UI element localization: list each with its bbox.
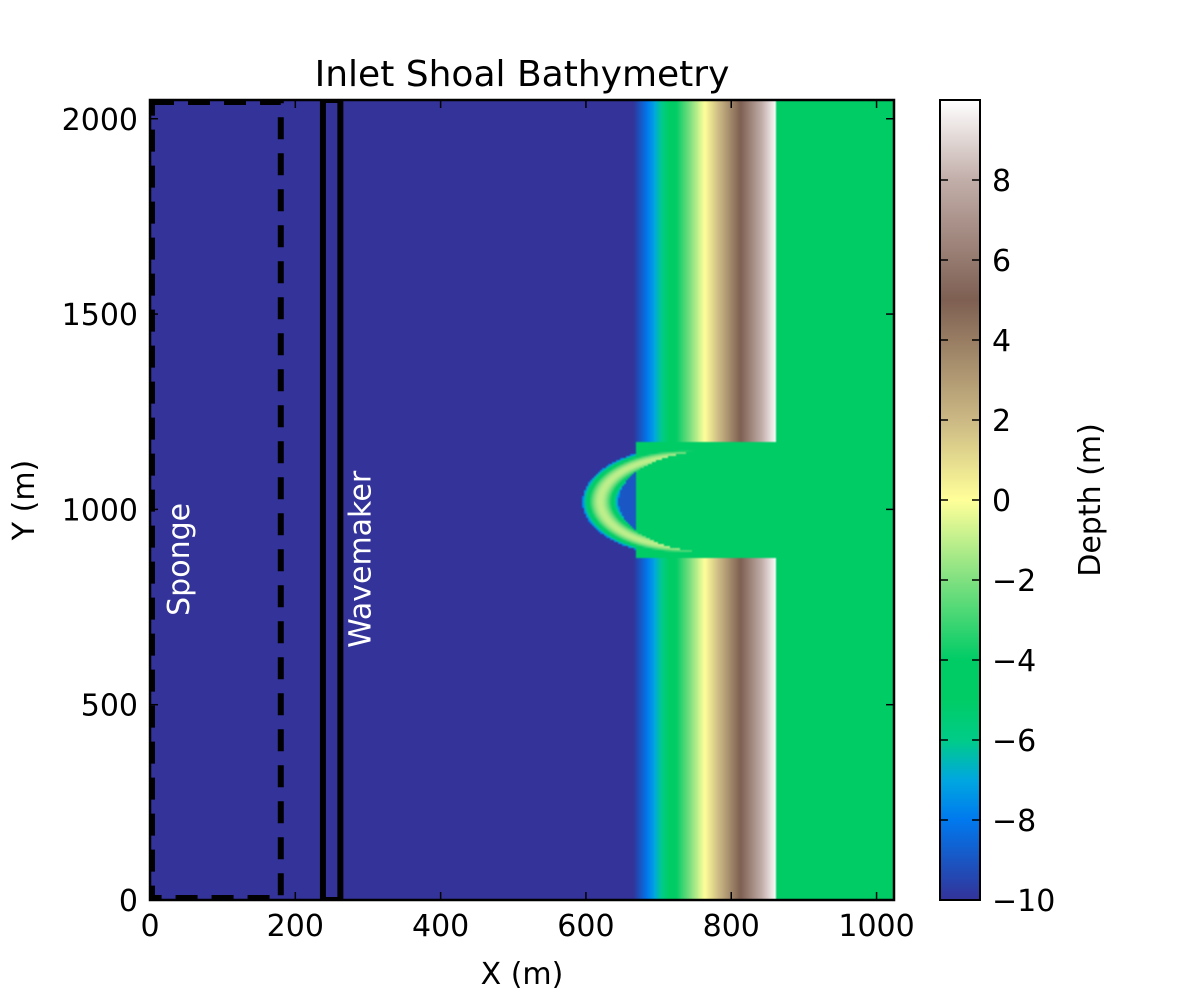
y-tick-label: 2000 <box>62 103 138 138</box>
sponge-region <box>150 100 284 900</box>
plot-area: 0 200 400 600 800 1000 0 500 1000 1500 2000 Spong… <box>62 98 915 944</box>
colorbar: −10 −8 −6 −4 −2 0 2 4 6 8 <box>939 99 1055 919</box>
annotation-sponge: Sponge <box>162 503 197 616</box>
x-axis-label: X (m) <box>481 957 564 992</box>
y-ticks: 0 500 1000 1500 2000 <box>62 103 894 919</box>
colorbar-tick-label: 8 <box>992 164 1011 199</box>
colorbar-tick-label: −2 <box>992 564 1036 599</box>
x-ticks: 0 200 400 600 800 1000 <box>140 100 915 944</box>
depth-heatmap <box>150 100 894 900</box>
x-tick-label: 1000 <box>838 909 914 944</box>
x-tick-label: 400 <box>412 909 469 944</box>
chart-title: Inlet Shoal Bathymetry <box>315 54 730 95</box>
annotation-wavemaker: Wavemaker <box>344 470 379 648</box>
colorbar-tick-label: 0 <box>992 484 1011 519</box>
x-tick-label: 0 <box>140 909 159 944</box>
colorbar-label: Depth (m) <box>1073 423 1108 577</box>
y-tick-label: 1500 <box>62 298 138 333</box>
x-tick-label: 200 <box>267 909 324 944</box>
y-axis-label: Y (m) <box>7 460 42 542</box>
colorbar-tick-label: 4 <box>992 324 1011 359</box>
colorbar-tick-label: 6 <box>992 244 1011 279</box>
x-tick-label: 800 <box>703 909 760 944</box>
x-tick-label: 600 <box>557 909 614 944</box>
colorbar-tick-label: 2 <box>992 404 1011 439</box>
colorbar-tick-label: −10 <box>992 884 1055 919</box>
colorbar-tick-label: −8 <box>992 804 1036 839</box>
plot-frame <box>148 98 896 902</box>
y-tick-label: 1000 <box>62 493 138 528</box>
y-tick-label: 500 <box>81 689 138 724</box>
wavemaker-region <box>319 100 344 900</box>
colorbar-tick-label: −4 <box>992 644 1036 679</box>
colorbar-ticks: −10 −8 −6 −4 −2 0 2 4 6 8 <box>940 164 1055 919</box>
y-tick-label: 0 <box>119 884 138 919</box>
colorbar-tick-label: −6 <box>992 724 1036 759</box>
